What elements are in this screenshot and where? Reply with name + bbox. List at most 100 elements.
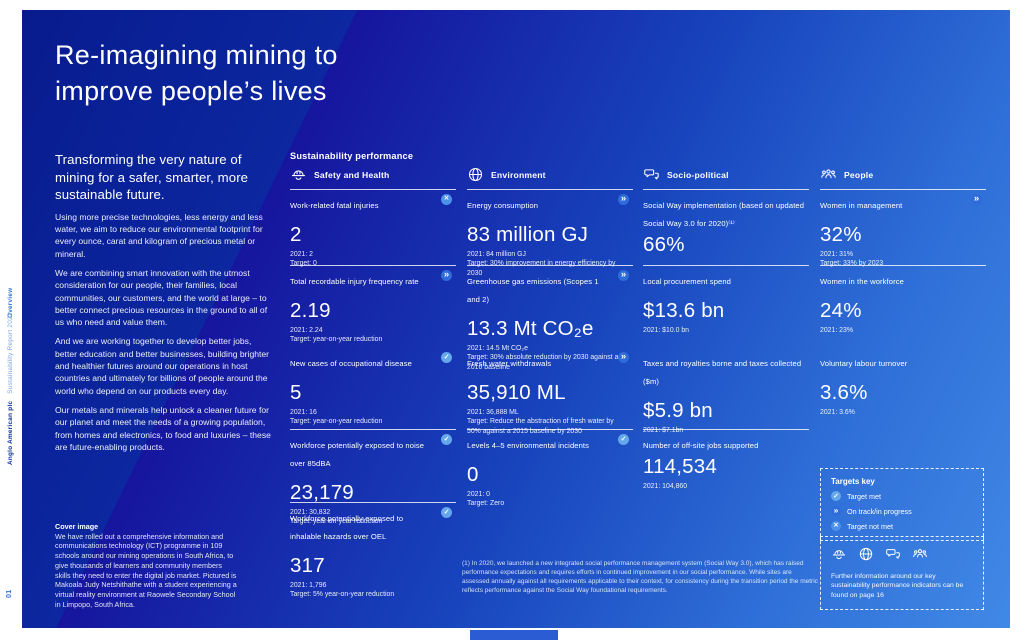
sidebar-brand: Anglo American plc Sustainability Report …	[7, 312, 14, 465]
metric-voluntary-labour-turnover: Voluntary labour turnover 3.6% 2021: 3.6%	[820, 353, 982, 417]
divider	[643, 265, 809, 266]
metric-header: Workforce potentially exposed to inhalab…	[290, 507, 452, 544]
status-on-track-icon: »	[618, 352, 629, 363]
metric-women-in-management: Women in management » 32% 2021: 31% Target: …	[820, 189, 986, 269]
metric-header: Number of off-site jobs supported	[643, 435, 805, 453]
metric-label: Workforce potentially exposed to noise o…	[290, 441, 425, 468]
metric-prior-year: 2021: 104,860	[643, 483, 688, 490]
metric-target: Target: 30% absolute reduction by 2030 a…	[467, 354, 619, 371]
metric-target: Target: Zero	[467, 500, 505, 508]
kpi-section-title: Sustainability performance	[290, 151, 414, 161]
metric-target: Target: year-on-year reduction	[290, 518, 383, 526]
metric-women-in-the-workforce: Women in the workforce 24% 2021: 23%	[820, 265, 986, 335]
metric-prior-year: 2021: 14.5 Mt CO₂e	[467, 345, 528, 352]
metric-header: Total recordable injury frequency rate »	[290, 270, 452, 289]
targets-key-item: ✓ Target met	[831, 491, 973, 501]
metric-local-procurement-spend: Local procurement spend $13.6 bn 2021: $10…	[643, 265, 809, 335]
metric-value: 13.3 Mt CO₂e	[467, 317, 594, 340]
metric-header: Fresh water withdrawals »	[467, 352, 629, 371]
metric-label: Number of off-site jobs supported	[643, 441, 759, 450]
metric-fresh-water-withdrawals: Fresh water withdrawals » 35,910 ML 2021: 3…	[467, 352, 629, 436]
metric-value: $13.6 bn	[643, 299, 725, 322]
status-met-icon: ✓	[441, 507, 452, 518]
metric-value: 24%	[820, 299, 862, 322]
status-on-track-icon: »	[618, 270, 629, 281]
divider	[643, 429, 809, 430]
metric-prior-year: 2021: 84 million GJ	[467, 251, 526, 258]
cover-image-label: Cover image	[55, 522, 99, 531]
speech-bubbles-icon	[885, 546, 901, 562]
metric-prior-year: 2021: 23%	[820, 327, 853, 334]
metric-value: 114,534	[643, 455, 717, 478]
metric-prior-year: 2021: 3.6%	[820, 409, 855, 416]
page-title-line2: improve people’s lives	[55, 76, 327, 106]
globe-icon	[858, 546, 874, 562]
metric-prior-year: 2021: 31%	[820, 251, 853, 258]
metric-prior-year: 2021: $7.1bn	[643, 427, 684, 434]
page-number: 01	[6, 589, 13, 598]
metric-new-cases-of-occupational-disease: New cases of occupational disease ✓ 5 2021:…	[290, 352, 452, 427]
further-info-text: Further information around our key susta…	[831, 573, 964, 599]
people-icon	[912, 546, 928, 562]
intro-paragraph: We are combining smart innovation with t…	[55, 267, 268, 328]
metric-prior-year: 2021: 36,888 ML	[467, 409, 519, 416]
divider	[290, 265, 456, 266]
status-on-track-icon: »	[831, 506, 841, 516]
divider	[467, 429, 633, 430]
sidebar-report-title: Sustainability Report 2022	[7, 312, 14, 394]
metric-number-of-off-site-jobs-supported: Number of off-site jobs supported 114,534…	[643, 429, 809, 491]
metric-header: Greenhouse gas emissions (Scopes 1 and 2…	[467, 270, 629, 307]
targets-key-item: » On track/in progress	[831, 506, 973, 516]
metric-energy-consumption: Energy consumption » 83 million GJ 2021: 84…	[467, 189, 633, 278]
metric-label: Women in the workforce	[820, 277, 904, 286]
metric-value: 23,179	[290, 481, 354, 504]
metric-prior-year: 2021: 2	[290, 251, 313, 258]
metric-prior-year: 2021: 1,796	[290, 582, 327, 589]
metric-target: Target: 5% year-on-year reduction	[290, 591, 395, 599]
metric-label: Energy consumption	[467, 201, 539, 210]
status-met-icon: ✓	[441, 352, 452, 363]
status-on-track-icon: »	[971, 194, 982, 205]
metric-prior-year: 2021: $10.0 bn	[643, 327, 689, 334]
metric-workforce-potentially-exposed-to-inhalab: Workforce potentially exposed to inhalab…	[290, 502, 456, 600]
metric-prior-year: 2021: 2.24	[290, 327, 323, 334]
targets-key-item: ✕ Target not met	[831, 521, 973, 531]
kpi-column-people: People Women in management » 32% 2021: 31% Ta…	[820, 10, 986, 628]
category-header-environment: Environment	[467, 166, 546, 183]
cover-image-caption: Cover image We have rolled out a compreh…	[55, 522, 237, 609]
kpi-column-environment: Environment Energy consumption » 83 million…	[467, 10, 633, 628]
divider	[820, 265, 986, 266]
metric-target: Target: Reduce the abstraction of fresh …	[467, 418, 614, 435]
divider	[290, 189, 456, 190]
metric-value: 66%	[643, 233, 685, 256]
intro-paragraph: Using more precise technologies, less en…	[55, 211, 263, 259]
divider	[290, 502, 456, 503]
metric-value: 317	[290, 554, 325, 577]
metric-target: Target: year-on-year reduction	[290, 418, 383, 426]
metric-prior-year: 2021: 0	[467, 491, 490, 498]
metric-value: 35,910 ML	[467, 381, 566, 404]
metric-header: Energy consumption »	[467, 194, 629, 213]
metric-label: Work-related fatal injuries	[290, 201, 379, 210]
metric-target: Target: 0	[290, 260, 317, 268]
metric-header: Voluntary labour turnover	[820, 353, 982, 371]
metric-label: Total recordable injury frequency rate	[290, 277, 419, 286]
hard-hat-icon	[290, 166, 307, 183]
targets-key-items: ✓ Target met » On track/in progress ✕ Target …	[831, 491, 973, 531]
metric-label: New cases of occupational disease	[290, 359, 412, 368]
status-on-track-icon: »	[618, 194, 629, 205]
divider	[290, 429, 456, 430]
targets-key-label: Target met	[847, 491, 881, 501]
metric-total-recordable-injury-frequency-rate: Total recordable injury frequency rate » 2…	[290, 265, 456, 345]
metric-label: Workforce potentially exposed to inhalab…	[290, 514, 404, 541]
status-met-icon: ✓	[441, 434, 452, 445]
kpi-column-socio-political: Socio-political Social Way implementation…	[643, 10, 809, 628]
intro-block: Transforming the very nature of mining f…	[55, 151, 275, 453]
metric-work-related-fatal-injuries: Work-related fatal injuries ✕ 2 2021: 2 Targ…	[290, 189, 456, 269]
metric-header: Taxes and royalties borne and taxes coll…	[643, 353, 805, 389]
hard-hat-icon	[831, 546, 847, 562]
people-icon	[820, 166, 837, 183]
intro-paragraph: Our metals and minerals help unlock a cl…	[55, 404, 271, 452]
metric-label: Women in management	[820, 201, 903, 210]
metric-target: Target: 33% by 2023	[820, 260, 884, 268]
